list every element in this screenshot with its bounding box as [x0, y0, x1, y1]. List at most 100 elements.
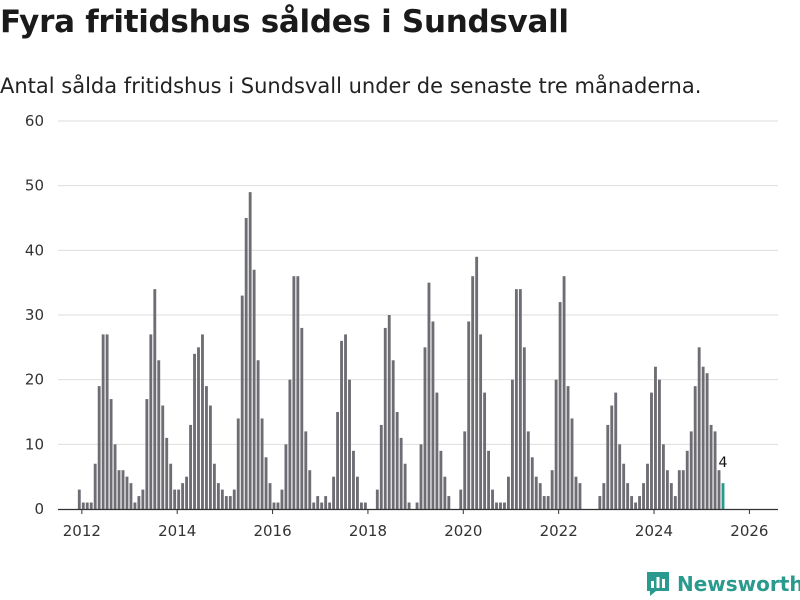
- x-tick-label: 2022: [540, 522, 578, 540]
- bar: [352, 450, 355, 509]
- bar: [423, 347, 427, 509]
- bar: [431, 321, 435, 509]
- bar-latest-label: 4: [719, 455, 728, 471]
- bar: [328, 502, 332, 509]
- bar: [542, 496, 546, 509]
- bar: [101, 334, 105, 509]
- bar: [622, 463, 626, 509]
- bar: [145, 399, 149, 509]
- bar: [177, 489, 181, 509]
- bar: [574, 476, 578, 509]
- bar: [153, 289, 157, 509]
- bar: [197, 347, 200, 509]
- bar: [495, 502, 498, 509]
- bar: [427, 282, 431, 509]
- bar: [467, 321, 471, 509]
- bars: 4: [77, 192, 728, 509]
- y-tick-label: 40: [25, 241, 44, 259]
- bar: [395, 412, 399, 509]
- bar: [85, 502, 89, 509]
- bar: [717, 470, 721, 509]
- bar: [109, 399, 113, 509]
- bar: [332, 476, 336, 509]
- bar: [300, 327, 304, 509]
- bar: [316, 496, 320, 509]
- bar: [503, 502, 506, 509]
- bar: [697, 347, 701, 509]
- bar: [288, 379, 292, 509]
- bar: [308, 470, 312, 509]
- bar: [522, 347, 526, 509]
- bar: [264, 457, 268, 509]
- x-tick-label: 2012: [63, 522, 101, 540]
- x-tick-label: 2026: [730, 522, 768, 540]
- bar: [284, 444, 288, 509]
- bar: [483, 392, 487, 509]
- bar: [578, 483, 582, 509]
- bar: [689, 431, 693, 509]
- newsworthy-logo: Newsworthy: [645, 570, 800, 598]
- bar: [113, 444, 117, 509]
- bar: [161, 405, 165, 509]
- bar: [693, 386, 697, 509]
- bar: [121, 470, 125, 509]
- bar: [642, 483, 645, 509]
- bar: [359, 502, 363, 509]
- bar: [419, 444, 423, 509]
- bar: [654, 366, 657, 509]
- bar: [546, 496, 550, 509]
- x-tick-label: 2018: [349, 522, 387, 540]
- y-tick-label: 20: [25, 371, 44, 389]
- bar: [189, 424, 192, 509]
- bar: [415, 502, 419, 509]
- bar: [216, 483, 220, 509]
- bar: [618, 444, 622, 509]
- bar: [471, 276, 475, 509]
- bar: [658, 379, 661, 509]
- bar: [499, 502, 502, 509]
- bar: [252, 269, 256, 509]
- bar: [181, 483, 185, 509]
- bar: [149, 334, 153, 509]
- bar: [320, 502, 324, 509]
- bar: [276, 502, 280, 509]
- bar: [514, 289, 518, 509]
- bar: [391, 360, 395, 509]
- bar: [304, 431, 308, 509]
- bar: [709, 424, 713, 509]
- bar: [526, 431, 530, 509]
- bar: [681, 470, 685, 509]
- bar: [336, 412, 340, 509]
- bar: [661, 444, 665, 509]
- bar: [475, 256, 479, 509]
- bar: [626, 483, 630, 509]
- bar: [272, 502, 276, 509]
- bar: [530, 457, 534, 509]
- bar: [673, 496, 677, 509]
- bar: [646, 463, 649, 509]
- bar: [570, 418, 574, 509]
- bar: [248, 192, 252, 509]
- bar: [141, 489, 145, 509]
- bar: [165, 437, 169, 509]
- bar: [201, 334, 204, 509]
- x-tick-label: 2020: [444, 522, 482, 540]
- bar: [677, 470, 681, 509]
- bar: [280, 489, 284, 509]
- bar: [685, 450, 689, 509]
- bar: [387, 315, 391, 509]
- bar: [487, 450, 490, 509]
- bar: [296, 276, 300, 509]
- bar: [212, 463, 216, 509]
- bar: [93, 463, 97, 509]
- bar: [340, 340, 343, 509]
- y-tick-label: 10: [25, 435, 44, 453]
- bar: [507, 476, 510, 509]
- bar: [379, 424, 383, 509]
- bar: [205, 386, 208, 509]
- bar: [665, 470, 669, 509]
- bar: [133, 502, 137, 509]
- y-tick-label: 30: [25, 306, 44, 324]
- x-tick-label: 2016: [253, 522, 291, 540]
